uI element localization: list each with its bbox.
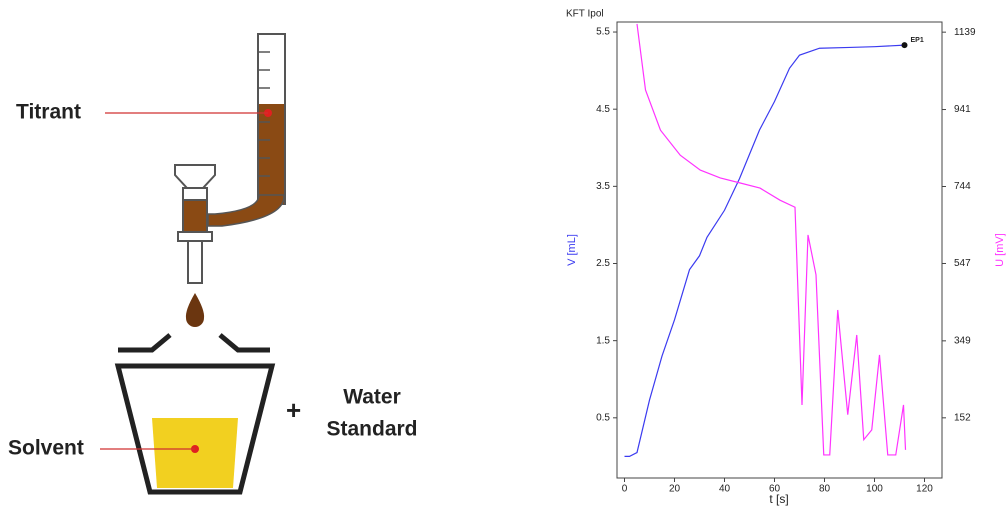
plus-sign: +: [286, 395, 301, 425]
y2-tick-label: 349: [954, 335, 971, 346]
burette: [174, 33, 286, 327]
y2-tick-label: 547: [954, 258, 971, 269]
y-axis-label: V [mL]: [566, 234, 578, 266]
y2-tick-label: 941: [954, 104, 971, 115]
x-tick-label: 80: [819, 484, 831, 495]
y2-tick-label: 1139: [954, 27, 976, 38]
x-tick-label: 20: [669, 484, 681, 495]
y-tick-label: 1.5: [596, 335, 610, 346]
plot-frame: [616, 21, 943, 479]
annotation: EP1: [911, 37, 924, 44]
y-tick-label: 2.5: [596, 258, 610, 269]
y2-tick-label: 152: [954, 412, 971, 423]
series-line: [624, 44, 905, 457]
series-line: [636, 23, 907, 456]
x-axis-label: t [s]: [769, 492, 788, 506]
titrant-label: Titrant: [16, 101, 81, 124]
x-tick-label: 60: [769, 484, 781, 495]
y2-axis-label: U [mV]: [994, 233, 1006, 267]
solvent-label: Solvent: [8, 437, 84, 460]
x-tick-label: 120: [916, 484, 933, 495]
endpoint-marker: [901, 42, 908, 49]
y2-tick-label: 744: [954, 181, 971, 192]
y-tick-label: 4.5: [596, 104, 610, 115]
y-tick-label: 3.5: [596, 181, 610, 192]
y-tick-label: 0.5: [596, 412, 610, 423]
beaker: [100, 109, 276, 495]
x-tick-label: 40: [719, 484, 731, 495]
water-label: Water: [343, 386, 401, 409]
y-tick-label: 5.5: [596, 27, 610, 38]
x-tick-label: 0: [622, 484, 628, 495]
standard-label: Standard: [326, 418, 417, 441]
chart-title: KFT Ipol: [566, 9, 604, 20]
x-tick-label: 100: [866, 484, 883, 495]
